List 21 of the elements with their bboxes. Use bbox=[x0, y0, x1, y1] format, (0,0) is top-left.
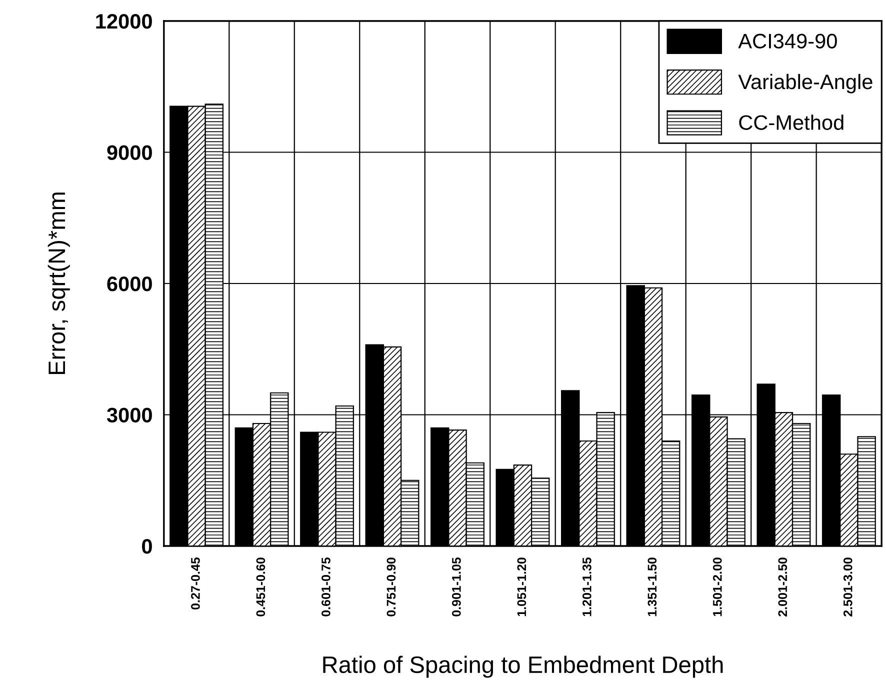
x-tick-label: 0.451-0.60 bbox=[256, 558, 266, 616]
x-tick-label: 0.27-0.45 bbox=[191, 557, 200, 610]
legend-label: CC-Method bbox=[739, 114, 844, 130]
legend-label: Variable-Angle bbox=[738, 74, 872, 94]
legend-label: ACI349-90 bbox=[738, 34, 837, 48]
x-tick-label: 0.601-0.75 bbox=[322, 557, 330, 616]
x-tick-label: 1.201-1.35 bbox=[582, 557, 592, 616]
x-tick-label: 0.751-0.90 bbox=[386, 558, 396, 616]
y-tick-label: 3000 bbox=[106, 408, 152, 423]
y-tick-label: 0 bbox=[142, 539, 152, 554]
x-tick-label: 2.001-2.50 bbox=[778, 558, 788, 616]
x-axis-title: Ratio of Spacing to Embedment Depth bbox=[323, 656, 723, 678]
x-tick-label: 0.901-1.05 bbox=[452, 557, 461, 616]
y-tick-label: 9000 bbox=[107, 145, 152, 160]
x-tick-label: 1.501-2.00 bbox=[712, 558, 722, 616]
y-tick-label: 6000 bbox=[107, 276, 152, 292]
x-tick-label: 1.051-1.20 bbox=[517, 558, 526, 616]
x-tick-label: 2.501-3.00 bbox=[843, 558, 852, 616]
x-tick-label: 1.351-1.50 bbox=[648, 558, 657, 616]
y-axis-title: Error, sqrt(N)*mm bbox=[48, 192, 70, 374]
y-tick-label: 12000 bbox=[96, 14, 152, 29]
